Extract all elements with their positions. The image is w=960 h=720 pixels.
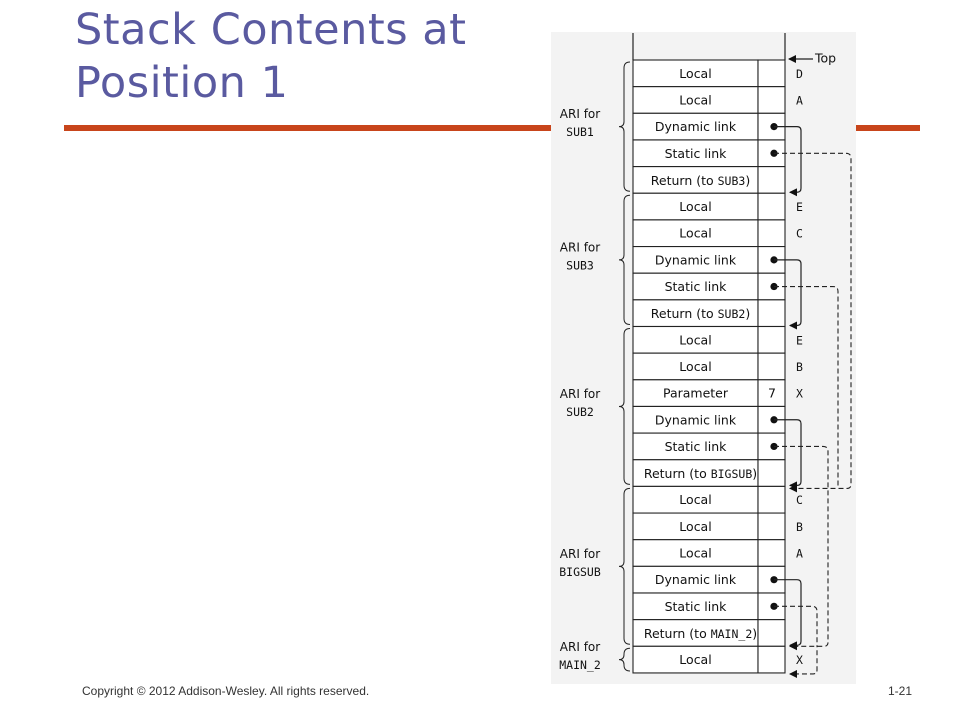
- cell-label: Static link: [665, 439, 728, 454]
- record-brace: [618, 487, 631, 645]
- stack-cell: [632, 459, 759, 487]
- return-address-label: Return (to SUB2): [651, 306, 750, 321]
- stack-value-cell: [757, 619, 786, 647]
- stack-cell: [632, 512, 759, 541]
- ari-label-line-2: SUB3: [566, 258, 594, 272]
- cell-label: Local: [679, 66, 711, 81]
- return-address-label: Return (to SUB3): [651, 172, 750, 187]
- cell-label: Local: [679, 92, 711, 107]
- cell-label: Dynamic link: [655, 252, 737, 267]
- ari-label-line-2: SUB1: [566, 125, 594, 139]
- stack-value-cell: [757, 352, 786, 381]
- record-brace: [618, 328, 631, 485]
- parameter-value: 7: [768, 386, 776, 401]
- stack-value-cell: [757, 299, 786, 328]
- stack-value-cell: [757, 512, 786, 541]
- static-link-arrow: [774, 605, 818, 648]
- stack-cell: [632, 272, 759, 301]
- variable-name: E: [796, 333, 803, 347]
- stack-value-cell: [757, 86, 786, 114]
- ari-label-line-2: MAIN_2: [559, 658, 601, 672]
- static-link-arrow: [774, 445, 829, 651]
- variable-name: X: [796, 653, 803, 667]
- stack-value-cell: [757, 166, 786, 194]
- stack-value-cell: [757, 59, 786, 88]
- dynamic-link-arrow: [774, 419, 802, 490]
- title-underline: [64, 125, 920, 131]
- ari-label-line-1: ARI for: [560, 107, 600, 121]
- cell-label: Dynamic link: [655, 572, 737, 587]
- variable-name: B: [796, 360, 803, 374]
- record-brace: [618, 647, 631, 672]
- stack-value-cell: [757, 192, 786, 221]
- return-address-label: Return (to MAIN_2): [644, 625, 757, 640]
- title-line-2: Position 1: [75, 58, 289, 108]
- cell-label: Local: [679, 199, 711, 214]
- top-label: Top: [814, 51, 836, 66]
- slide-title: Stack Contents at Position 1: [75, 4, 545, 110]
- record-brace: [618, 61, 631, 192]
- cell-label: Local: [679, 652, 711, 667]
- cell-label: Dynamic link: [655, 412, 737, 427]
- static-link-arrow: [789, 650, 818, 678]
- variable-name: A: [796, 547, 803, 561]
- cell-label: Parameter: [663, 386, 729, 401]
- return-address-label: Return (to BIGSUB): [644, 466, 757, 481]
- stack-value-cell: [757, 539, 786, 567]
- stack-value-cell: [757, 219, 786, 248]
- variable-name: A: [796, 93, 803, 107]
- cell-label: Local: [679, 332, 711, 347]
- record-brace: [618, 194, 631, 325]
- stack-cell: [632, 219, 759, 248]
- stack-value-cell: [757, 485, 786, 514]
- ari-label-line-1: ARI for: [560, 240, 600, 254]
- variable-name: X: [796, 387, 803, 401]
- stack-value-cell: [757, 325, 786, 354]
- variable-name: D: [796, 67, 803, 81]
- dynamic-link-arrow: [774, 126, 802, 197]
- dynamic-link-arrow: [774, 259, 802, 330]
- stack-cell: [632, 299, 759, 328]
- static-link-arrow: [774, 152, 852, 493]
- stack-value-cell: [757, 379, 786, 407]
- variable-name: E: [796, 200, 803, 214]
- variable-name: B: [796, 520, 803, 534]
- static-link-arrow: [774, 285, 839, 489]
- ari-label-line-1: ARI for: [560, 640, 600, 654]
- footer-copyright: Copyright © 2012 Addison-Wesley. All rig…: [82, 684, 370, 698]
- cell-label: Local: [679, 546, 711, 561]
- variable-name: C: [796, 493, 803, 507]
- stack-cell: [632, 645, 759, 674]
- variable-name: C: [796, 227, 803, 241]
- cell-label: Local: [679, 359, 711, 374]
- cell-label: Local: [679, 519, 711, 534]
- stack-value-cell: [757, 459, 786, 487]
- cell-label: Static link: [665, 599, 728, 614]
- cell-label: Static link: [665, 146, 728, 161]
- cell-label: Dynamic link: [655, 119, 737, 134]
- stack-cell: [632, 485, 759, 514]
- ari-label-line-2: SUB2: [566, 405, 594, 419]
- stack-cell: [632, 325, 759, 354]
- cell-label: Local: [679, 492, 711, 507]
- cell-label: Local: [679, 226, 711, 241]
- ari-label-line-1: ARI for: [560, 387, 600, 401]
- footer-page-number: 1-21: [888, 684, 913, 698]
- dynamic-link-arrow: [774, 579, 802, 650]
- ari-label-line-1: ARI for: [560, 547, 600, 561]
- title-line-1: Stack Contents at: [75, 5, 467, 55]
- cell-label: Static link: [665, 279, 728, 294]
- ari-label-line-2: BIGSUB: [559, 565, 601, 579]
- stack-cell: [632, 539, 759, 567]
- stack-value-cell: [757, 645, 786, 674]
